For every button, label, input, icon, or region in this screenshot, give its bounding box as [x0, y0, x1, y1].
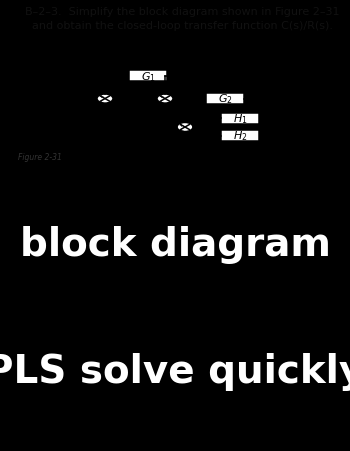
Text: +: +	[178, 128, 184, 133]
Text: $C(s)$: $C(s)$	[321, 93, 343, 106]
Text: $G_2$: $G_2$	[218, 92, 232, 106]
Text: +: +	[98, 99, 104, 104]
Bar	[221, 130, 259, 142]
Text: $H_1$: $H_1$	[233, 112, 247, 126]
Bar	[206, 94, 244, 105]
Text: $G_1$: $G_1$	[141, 70, 155, 83]
Circle shape	[157, 95, 173, 104]
Text: +: +	[178, 122, 184, 127]
Text: +: +	[158, 94, 164, 99]
Text: block diagram: block diagram	[20, 226, 330, 264]
Bar	[129, 71, 167, 82]
Text: B–2–3.  Simplify the block diagram shown in Figure 2–31
and obtain the closed-lo: B–2–3. Simplify the block diagram shown …	[25, 7, 339, 31]
Text: Figure 2-31: Figure 2-31	[18, 152, 62, 161]
Text: $H_2$: $H_2$	[233, 129, 247, 143]
Text: PLS solve quickly: PLS solve quickly	[0, 352, 350, 390]
Circle shape	[177, 123, 193, 132]
Text: +: +	[158, 99, 164, 104]
Bar	[221, 114, 259, 125]
Text: +: +	[98, 94, 104, 99]
Circle shape	[97, 95, 113, 104]
Text: $R(s)$: $R(s)$	[18, 93, 40, 106]
